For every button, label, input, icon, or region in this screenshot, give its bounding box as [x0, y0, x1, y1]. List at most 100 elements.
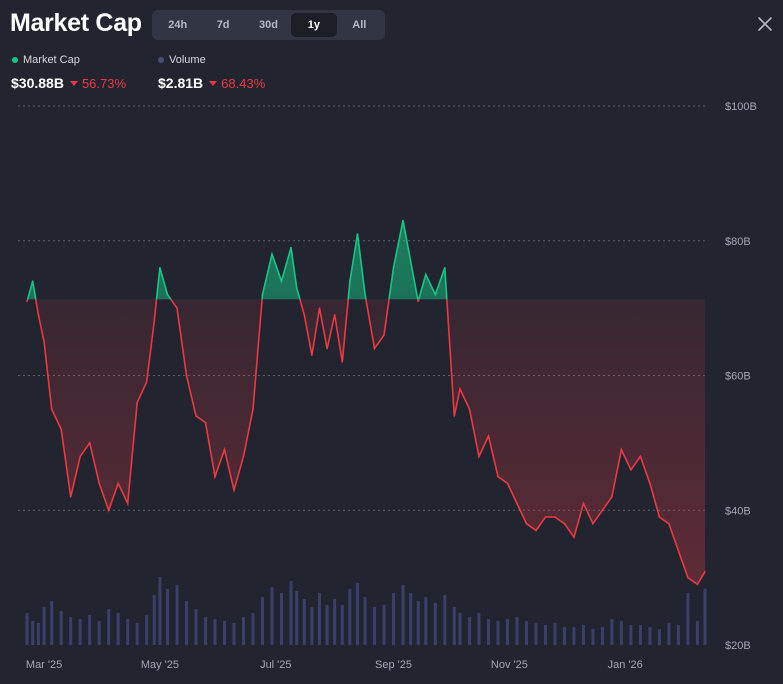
volume-bar	[443, 595, 447, 645]
market-cap-point	[261, 293, 264, 296]
market-cap-point	[601, 509, 604, 512]
market-cap-point	[668, 522, 670, 525]
volume-bar	[59, 611, 63, 645]
volume-bar	[42, 607, 46, 645]
market-cap-point	[333, 314, 336, 316]
market-cap-point	[204, 421, 207, 424]
market-cap-point	[136, 401, 138, 404]
market-cap-point	[535, 529, 537, 532]
market-cap-point	[145, 381, 148, 384]
volume-value: $2.81B	[158, 75, 204, 91]
volume-bar	[69, 617, 73, 645]
volume-bar	[116, 613, 120, 645]
market-cap-point	[50, 408, 53, 410]
market-cap-point	[271, 253, 273, 256]
market-cap-point	[459, 388, 461, 390]
down-triangle-icon	[209, 80, 218, 86]
tab-1y[interactable]: 1y	[291, 13, 337, 37]
y-tick-label: $80B	[725, 236, 751, 248]
market-cap-point	[88, 442, 91, 444]
market-cap-point	[303, 314, 306, 316]
market-cap-point	[453, 415, 456, 417]
volume-bar	[373, 607, 377, 645]
market-cap-point	[60, 428, 62, 431]
volume-bar	[468, 617, 472, 645]
tab-30d[interactable]: 30d	[259, 19, 278, 31]
market-cap-point	[117, 482, 119, 485]
market-cap-point	[516, 502, 518, 505]
market-cap-point	[677, 549, 680, 552]
volume-bar	[667, 623, 671, 645]
market-cap-point	[26, 300, 28, 303]
volume-bar	[78, 619, 82, 645]
volume-bar	[424, 597, 428, 645]
tab-all[interactable]: All	[352, 19, 367, 31]
market-cap-point	[468, 408, 471, 410]
volume-bar	[416, 601, 420, 645]
volume-bar	[363, 597, 367, 645]
x-tick-label: Jan '26	[608, 659, 643, 671]
volume-bar	[657, 629, 661, 645]
volume-bar	[175, 585, 179, 645]
volume-bar	[31, 621, 35, 645]
close-icon[interactable]	[755, 14, 775, 34]
y-tick-label: $100B	[725, 101, 757, 113]
volume-value-row: $2.81B 68.43%	[158, 75, 265, 91]
market-cap-point	[318, 307, 321, 309]
x-tick-label: Sep '25	[375, 659, 412, 671]
volume-bar	[126, 619, 130, 645]
volume-bar	[486, 619, 490, 645]
market-cap-point	[544, 516, 547, 518]
market-cap-dot-icon	[12, 57, 18, 63]
volume-bar	[88, 615, 92, 645]
market-cap-point	[444, 266, 446, 269]
market-cap-point	[592, 522, 594, 525]
market-cap-point	[176, 307, 178, 309]
volume-bar	[289, 581, 293, 645]
market-cap-point	[658, 516, 661, 518]
tab-7d[interactable]: 7d	[216, 19, 230, 31]
volume-bar	[505, 619, 509, 645]
volume-bar	[703, 588, 707, 645]
market-cap-point	[159, 266, 161, 269]
volume-bar	[135, 623, 139, 645]
market-cap-point	[402, 219, 404, 222]
market-cap-point	[649, 482, 651, 485]
market-cap-point	[525, 522, 528, 525]
volume-bar	[524, 621, 528, 645]
y-tick-label: $60B	[725, 371, 751, 383]
volume-bar	[223, 621, 227, 645]
volume-bar	[619, 621, 623, 645]
market-cap-point	[425, 273, 427, 276]
market-cap-point	[153, 320, 156, 323]
market-cap-point	[98, 482, 100, 485]
volume-bar	[572, 627, 576, 645]
market-cap-point	[43, 341, 45, 343]
market-cap-point	[185, 374, 188, 377]
volume-bar	[204, 617, 208, 645]
volume-bar	[355, 583, 359, 645]
volume-bar	[232, 623, 236, 645]
volume-bar	[270, 587, 274, 645]
volume-bar	[477, 613, 481, 645]
volume-change-value: 68.43%	[221, 75, 266, 91]
volume-bar	[107, 609, 111, 645]
market-cap-point	[233, 489, 235, 491]
market-cap-point	[326, 347, 328, 350]
volume-bar	[310, 607, 314, 645]
market-cap-point	[223, 448, 226, 451]
market-cap-point	[417, 300, 420, 303]
market-cap-point	[341, 361, 344, 363]
market-cap-point	[582, 502, 585, 505]
volume-bar	[333, 599, 337, 645]
market-cap-point	[31, 280, 34, 282]
down-triangle-icon	[69, 80, 78, 86]
volume-bar	[185, 601, 189, 645]
volume-bar	[562, 627, 566, 645]
x-tick-label: Mar '25	[26, 659, 62, 671]
volume-bar	[50, 601, 54, 645]
volume-bar	[686, 593, 690, 645]
legend-market-cap-label: Market Cap	[23, 54, 80, 66]
tab-24h[interactable]: 24h	[168, 19, 188, 31]
